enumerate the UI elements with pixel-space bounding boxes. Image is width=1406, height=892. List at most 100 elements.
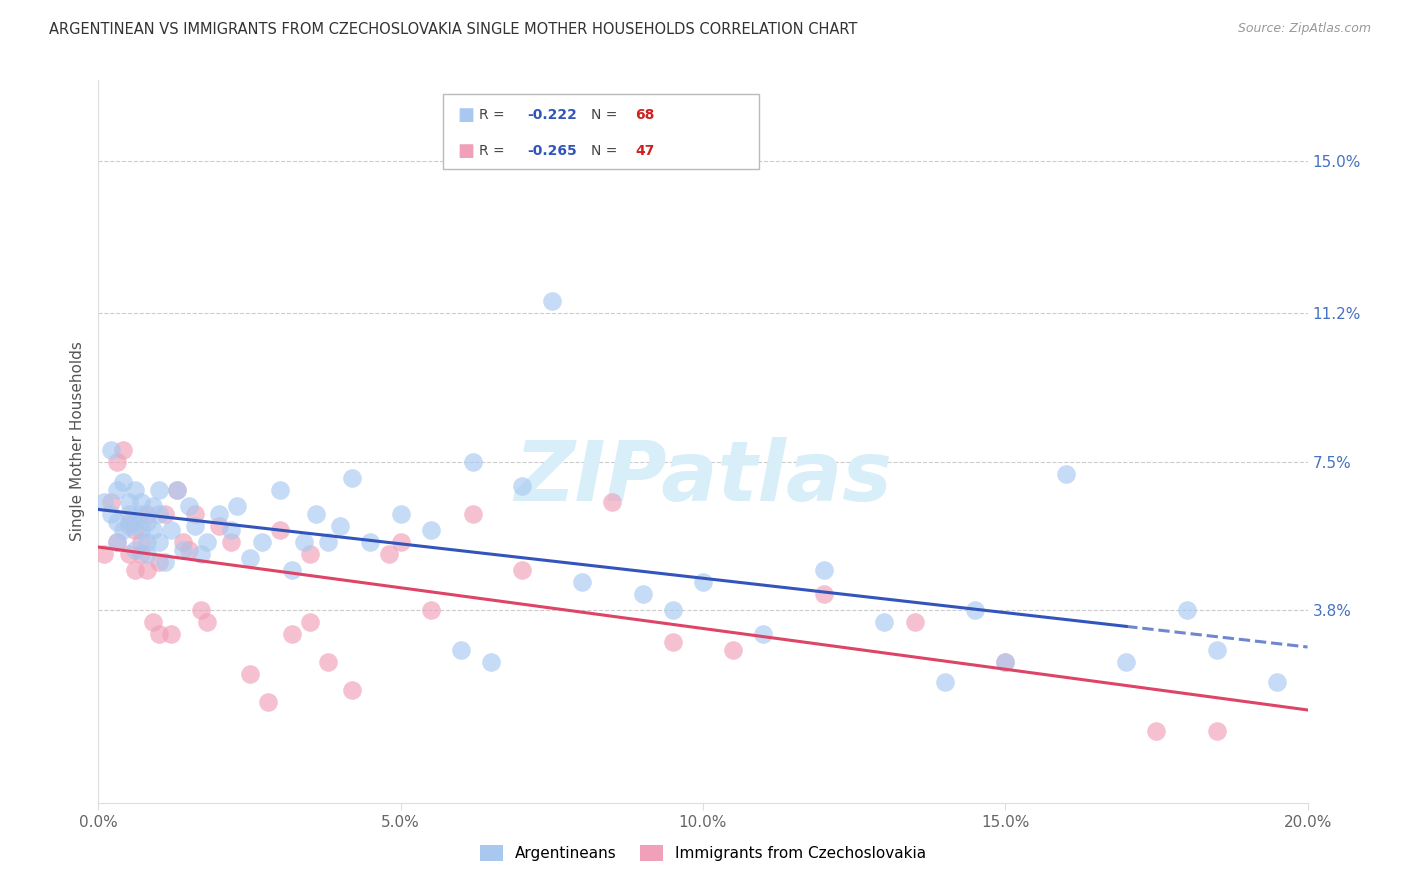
Point: [172, 542, 194, 557]
Point: [1115, 655, 1137, 669]
Point: [208, 507, 231, 521]
Point: [124, 515, 146, 529]
Point: [904, 615, 927, 630]
Point: [111, 523, 134, 537]
Point: [221, 534, 243, 549]
Point: [208, 519, 231, 533]
Point: [239, 551, 262, 566]
Point: [129, 547, 152, 561]
Text: N =: N =: [591, 108, 617, 122]
Point: [813, 563, 835, 577]
Point: [256, 696, 278, 710]
Text: 47: 47: [636, 144, 655, 158]
Point: [377, 547, 399, 561]
Point: [692, 575, 714, 590]
Point: [179, 499, 201, 513]
Point: [184, 507, 207, 521]
Point: [873, 615, 896, 630]
Point: [723, 643, 745, 657]
Point: [239, 667, 262, 681]
Point: [166, 483, 188, 497]
Point: [752, 627, 775, 641]
Point: [124, 523, 146, 537]
Point: [269, 523, 291, 537]
Point: [195, 534, 218, 549]
Point: [100, 507, 122, 521]
Point: [463, 507, 485, 521]
Point: [129, 534, 152, 549]
Point: [129, 494, 152, 508]
Point: [571, 575, 593, 590]
Point: [105, 483, 128, 497]
Point: [118, 519, 141, 533]
Point: [389, 507, 412, 521]
Point: [510, 478, 533, 492]
Point: [420, 523, 443, 537]
Point: [142, 523, 165, 537]
Point: [221, 523, 243, 537]
Point: [602, 494, 624, 508]
Point: [1206, 643, 1229, 657]
Text: ■: ■: [457, 106, 474, 124]
Point: [142, 615, 165, 630]
Text: N =: N =: [591, 144, 617, 158]
Point: [661, 603, 683, 617]
Text: R =: R =: [479, 144, 505, 158]
Point: [105, 515, 128, 529]
Legend: Argentineans, Immigrants from Czechoslovakia: Argentineans, Immigrants from Czechoslov…: [474, 839, 932, 867]
Point: [299, 615, 322, 630]
Point: [540, 293, 562, 308]
Point: [148, 507, 170, 521]
Point: [329, 519, 352, 533]
Point: [153, 507, 176, 521]
Point: [118, 507, 141, 521]
Point: [148, 555, 170, 569]
Point: [994, 655, 1017, 669]
Point: [118, 494, 141, 508]
Point: [160, 627, 183, 641]
Point: [389, 534, 412, 549]
Point: [813, 587, 835, 601]
Point: [281, 627, 304, 641]
Point: [124, 483, 146, 497]
Point: [135, 563, 157, 577]
Point: [342, 683, 364, 698]
Point: [135, 547, 157, 561]
Point: [93, 494, 115, 508]
Point: [1267, 675, 1289, 690]
Point: [111, 442, 134, 457]
Point: [190, 603, 212, 617]
Y-axis label: Single Mother Households: Single Mother Households: [70, 342, 86, 541]
Point: [269, 483, 291, 497]
Point: [105, 455, 128, 469]
Point: [148, 627, 170, 641]
Point: [994, 655, 1017, 669]
Point: [316, 534, 339, 549]
Point: [135, 507, 157, 521]
Point: [100, 494, 122, 508]
Point: [100, 442, 122, 457]
Point: [195, 615, 218, 630]
Text: ■: ■: [457, 142, 474, 160]
Point: [179, 542, 201, 557]
Point: [1206, 723, 1229, 738]
Point: [93, 547, 115, 561]
Text: Source: ZipAtlas.com: Source: ZipAtlas.com: [1237, 22, 1371, 36]
Point: [661, 635, 683, 649]
Point: [965, 603, 987, 617]
Point: [160, 523, 183, 537]
Point: [1054, 467, 1077, 481]
Point: [292, 534, 315, 549]
Point: [105, 534, 128, 549]
Point: [124, 542, 146, 557]
Point: [129, 523, 152, 537]
Point: [450, 643, 472, 657]
Text: ARGENTINEAN VS IMMIGRANTS FROM CZECHOSLOVAKIA SINGLE MOTHER HOUSEHOLDS CORRELATI: ARGENTINEAN VS IMMIGRANTS FROM CZECHOSLO…: [49, 22, 858, 37]
Text: R =: R =: [479, 108, 505, 122]
Point: [184, 519, 207, 533]
Point: [226, 499, 249, 513]
Point: [153, 555, 176, 569]
Point: [281, 563, 304, 577]
Point: [250, 534, 273, 549]
Point: [463, 455, 485, 469]
